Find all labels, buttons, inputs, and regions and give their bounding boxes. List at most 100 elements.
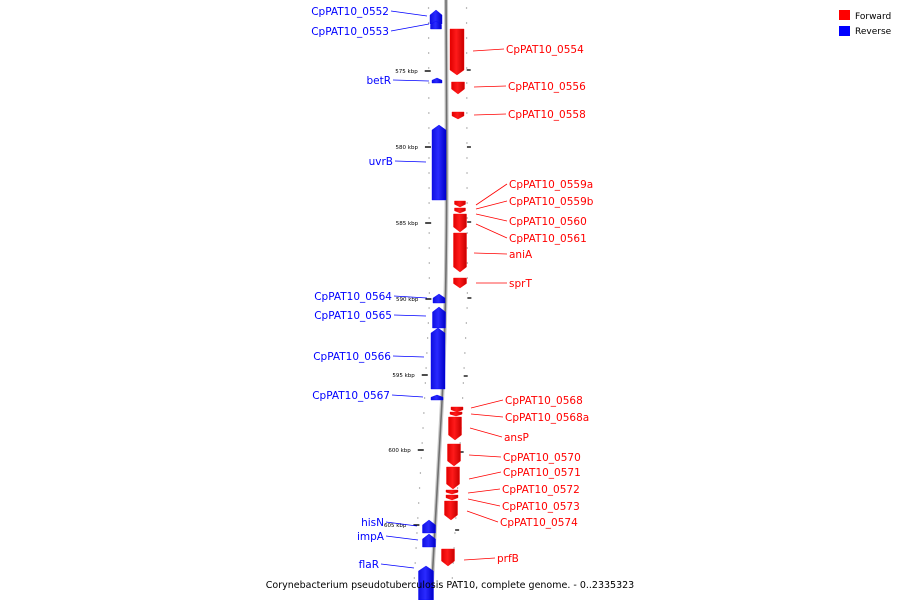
legend-swatch-reverse: [839, 26, 850, 36]
map-caption: Corynebacterium pseudotuberculosis PAT10…: [266, 580, 634, 591]
gene-impa-label[interactable]: impA: [357, 531, 385, 543]
gene-betr-glyph[interactable]: [431, 77, 443, 84]
gene-cppat10-0570-glyph[interactable]: [447, 443, 461, 467]
gene-flar-callout: [380, 563, 415, 569]
gene-track: CpPAT10_0552 CpPAT10_0553 CpPAT10_0554 betR…: [311, 6, 594, 600]
gene-impa-glyph[interactable]: [422, 533, 436, 548]
gene-cppat10-0564-glyph[interactable]: [432, 293, 446, 304]
gene-betr-callout: [392, 79, 430, 82]
gene-cppat10-0571-callout: [468, 471, 502, 480]
gene-cppat10-0572-glyph[interactable]: [445, 489, 459, 495]
gene-ania-callout: [473, 252, 508, 255]
gene-cppat10-0556-label[interactable]: CpPAT10_0556: [508, 81, 586, 93]
gene-ansp-callout: [469, 427, 503, 438]
gene-cppat10-0568-glyph[interactable]: [450, 406, 464, 413]
strand-legend: Forward Reverse: [839, 10, 892, 37]
gene-cppat10-0565-callout: [393, 314, 427, 317]
gene-cppat10-0568a-callout: [470, 413, 504, 418]
gene-sprt-label[interactable]: sprT: [509, 278, 532, 290]
gene-prfb-glyph[interactable]: [441, 548, 455, 567]
gene-cppat10-0566-callout: [392, 355, 425, 358]
gene-cppat10-0571-glyph[interactable]: [446, 466, 460, 490]
gene-cppat10-0561-glyph[interactable]: [453, 232, 467, 273]
gene-cppat10-0554-callout: [472, 48, 505, 52]
gene-cppat10-0552-callout: [390, 10, 428, 17]
gene-cppat10-0566-label[interactable]: CpPAT10_0566: [313, 351, 391, 363]
gene-hisn-callout: [385, 521, 418, 527]
gene-cppat10-0553-label[interactable]: CpPAT10_0553: [311, 26, 389, 38]
gene-cppat10-0558-callout: [473, 113, 507, 116]
gene-cppat10-0554-label[interactable]: CpPAT10_0554: [506, 44, 584, 56]
gene-ania-label[interactable]: aniA: [509, 249, 533, 261]
scale-tick-label: 585 kbp: [396, 221, 419, 227]
gene-cppat10-0556-callout: [473, 85, 507, 88]
gene-cppat10-0573-callout: [467, 498, 501, 507]
gene-cppat10-0561-label[interactable]: CpPAT10_0561: [509, 233, 587, 245]
gene-cppat10-0560-callout: [475, 213, 508, 222]
gene-cppat10-0556-glyph[interactable]: [451, 81, 465, 95]
gene-flar-label[interactable]: flaR: [359, 559, 379, 571]
gene-cppat10-0560-glyph[interactable]: [453, 213, 467, 233]
legend-label-reverse: Reverse: [855, 27, 892, 37]
gene-cppat10-0553-glyph[interactable]: [430, 20, 442, 30]
gene-cppat10-0574-glyph[interactable]: [444, 500, 458, 521]
gene-ansp-glyph[interactable]: [448, 416, 462, 441]
gene-cppat10-0572-callout: [467, 488, 501, 494]
scale-ticks: 575 kbp 580 kbp 585 kbp 590 kbp 595 kbp 600 k…: [384, 7, 472, 579]
gene-cppat10-0568a-glyph[interactable]: [449, 411, 463, 417]
gene-cppat10-0559a-glyph[interactable]: [454, 200, 466, 208]
gene-cppat10-0553-callout: [390, 23, 430, 32]
gene-sprt-glyph[interactable]: [453, 277, 467, 289]
legend-label-forward: Forward: [855, 12, 891, 22]
scale-tick-label: 595 kbp: [392, 373, 415, 379]
gene-cppat10-0567-label[interactable]: CpPAT10_0567: [312, 390, 390, 402]
gene-cppat10-0570-callout: [468, 454, 502, 458]
gene-prfb-label[interactable]: prfB: [497, 553, 519, 565]
gene-cppat10-0568-label[interactable]: CpPAT10_0568: [505, 395, 583, 407]
gene-cppat10-0573-glyph[interactable]: [445, 494, 459, 501]
gene-cppat10-0552-label[interactable]: CpPAT10_0552: [311, 6, 389, 18]
gene-betr-label[interactable]: betR: [366, 75, 391, 87]
gene-cppat10-0567-callout: [391, 394, 424, 398]
gene-cppat10-0564-label[interactable]: CpPAT10_0564: [314, 291, 392, 303]
gene-cppat10-0558-label[interactable]: CpPAT10_0558: [508, 109, 586, 121]
gene-prfb-callout: [463, 557, 496, 561]
gene-cppat10-0568a-label[interactable]: CpPAT10_0568a: [505, 412, 589, 424]
gene-cppat10-0574-label[interactable]: CpPAT10_0574: [500, 517, 578, 529]
gene-cppat10-0566-glyph[interactable]: [430, 327, 446, 390]
gene-cppat10-0571-label[interactable]: CpPAT10_0571: [503, 467, 581, 479]
scale-tick-label: 605 kbp: [384, 523, 407, 529]
gene-uvrb-glyph[interactable]: [431, 124, 447, 201]
gene-cppat10-0574-callout: [466, 510, 499, 523]
scale-tick-label: 575 kbp: [395, 69, 418, 75]
gene-cppat10-0572-label[interactable]: CpPAT10_0572: [502, 484, 580, 496]
gene-cppat10-0558-glyph[interactable]: [451, 111, 465, 120]
legend-swatch-forward: [839, 10, 850, 20]
gene-cppat10-0559a-label[interactable]: CpPAT10_0559a: [509, 179, 593, 191]
gene-cppat10-0559a-callout: [475, 183, 508, 206]
gene-flar-glyph[interactable]: [418, 565, 434, 600]
gene-cppat10-0567-glyph[interactable]: [430, 394, 444, 401]
gene-cppat10-0573-label[interactable]: CpPAT10_0573: [502, 501, 580, 513]
scale-tick-label: 590 kbp: [396, 297, 419, 303]
gene-cppat10-0554-glyph[interactable]: [449, 28, 465, 76]
gene-cppat10-0565-label[interactable]: CpPAT10_0565: [314, 310, 392, 322]
gene-cppat10-0570-label[interactable]: CpPAT10_0570: [503, 452, 581, 464]
gene-cppat10-0565-glyph[interactable]: [432, 306, 446, 329]
gene-hisn-glyph[interactable]: [422, 519, 436, 534]
scale-tick-label: 580 kbp: [396, 145, 419, 151]
gene-cppat10-0559b-glyph[interactable]: [454, 207, 466, 214]
gene-cppat10-0560-label[interactable]: CpPAT10_0560: [509, 216, 587, 228]
gene-cppat10-0561-callout: [475, 223, 508, 239]
gene-uvrb-callout: [394, 160, 427, 163]
gene-ansp-label[interactable]: ansP: [504, 432, 529, 444]
gene-impa-callout: [385, 535, 419, 541]
scale-tick-label: 600 kbp: [388, 448, 411, 454]
gene-cppat10-0559b-callout: [475, 200, 508, 210]
gene-hisn-label[interactable]: hisN: [361, 517, 384, 529]
gene-uvrb-label[interactable]: uvrB: [369, 156, 393, 168]
gene-cppat10-0568-callout: [470, 399, 504, 409]
gene-cppat10-0564-callout: [393, 295, 428, 299]
gene-cppat10-0559b-label[interactable]: CpPAT10_0559b: [509, 196, 594, 208]
